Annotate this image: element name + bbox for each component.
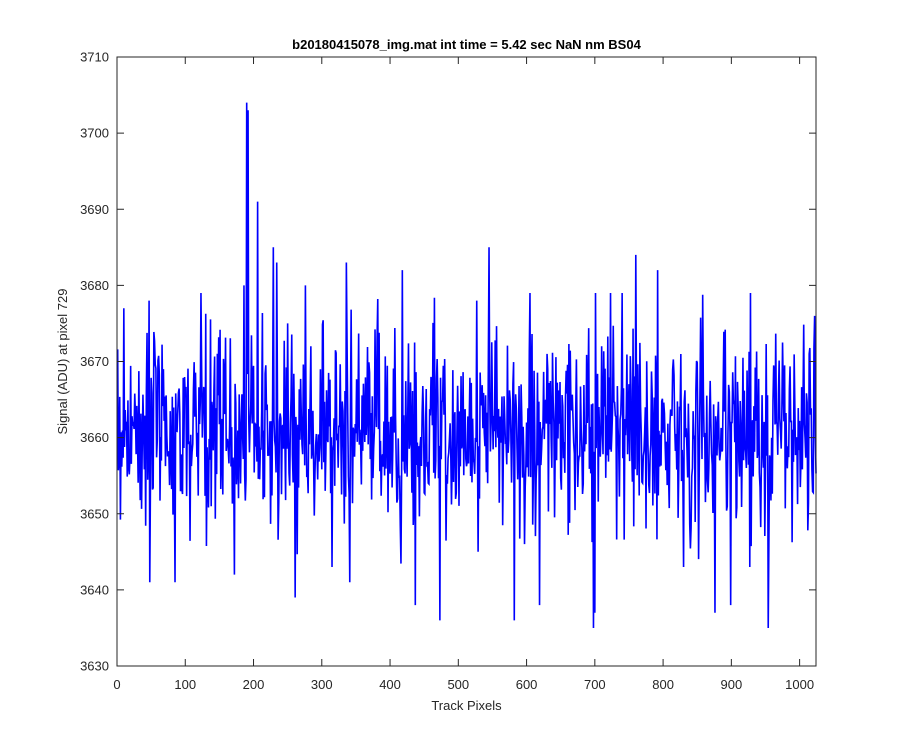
x-tick-label: 0 — [113, 677, 120, 692]
x-axis-label: Track Pixels — [431, 698, 502, 713]
y-tick-label: 3630 — [80, 659, 109, 674]
y-axis-label: Signal (ADU) at pixel 729 — [55, 289, 70, 435]
y-tick-label: 3690 — [80, 202, 109, 217]
plot-area — [117, 57, 816, 666]
y-tick-label: 3640 — [80, 582, 109, 597]
signal-series-line — [116, 102, 817, 628]
x-tick-label: 100 — [174, 677, 196, 692]
tick-layer: 0 100 200 300 400 500 600 700 800 900 1000 3630 3640… — [80, 50, 816, 692]
x-tick-label: 900 — [721, 677, 743, 692]
x-tick-label: 300 — [311, 677, 333, 692]
x-tick-label: 400 — [379, 677, 401, 692]
y-tick-label: 3680 — [80, 278, 109, 293]
series-layer — [116, 102, 817, 628]
y-tick-label: 3660 — [80, 430, 109, 445]
y-tick-label: 3710 — [80, 50, 109, 65]
x-tick-label: 200 — [243, 677, 265, 692]
x-tick-label: 1000 — [785, 677, 814, 692]
y-tick-label: 3650 — [80, 506, 109, 521]
x-tick-label: 800 — [652, 677, 674, 692]
y-tick-label: 3700 — [80, 126, 109, 141]
x-tick-label: 500 — [447, 677, 469, 692]
chart-title: b20180415078_img.mat int time = 5.42 sec… — [292, 37, 641, 52]
y-tick-label: 3670 — [80, 354, 109, 369]
x-tick-label: 700 — [584, 677, 606, 692]
x-tick-label: 600 — [516, 677, 538, 692]
